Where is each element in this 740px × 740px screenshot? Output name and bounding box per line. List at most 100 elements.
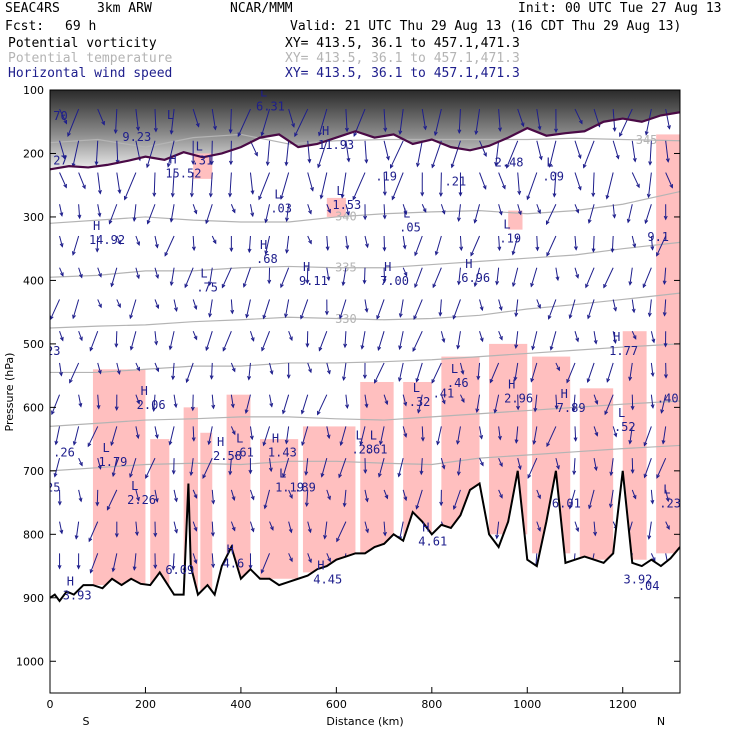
extremum-marker: L	[618, 406, 625, 420]
wind-vector	[211, 521, 214, 536]
wind-arrowhead	[230, 309, 235, 315]
wind-vector	[237, 108, 251, 137]
extremum-value: .27	[46, 154, 68, 168]
wind-arrowhead	[434, 251, 439, 256]
wind-vector	[421, 108, 427, 130]
wind-vector	[631, 299, 635, 313]
field-xy-pv: XY= 413.5, 36.1 to 457.1,471.3	[285, 36, 520, 51]
wind-arrowhead	[545, 220, 550, 226]
theta-contour	[50, 400, 680, 428]
wind-vector	[479, 172, 487, 190]
wind-vector	[457, 331, 461, 349]
wind-arrowhead	[648, 161, 653, 166]
wind-arrowhead	[264, 218, 269, 224]
wind-arrowhead	[301, 441, 305, 447]
wind-arrowhead	[174, 529, 178, 534]
wind-vector	[345, 140, 350, 162]
wind-vector	[631, 489, 637, 499]
wind-vector	[288, 521, 292, 533]
wind-arrowhead	[497, 246, 502, 252]
wind-vector	[656, 235, 667, 256]
extremum-value: 3.93	[63, 588, 92, 602]
wind-vector	[629, 267, 633, 285]
wind-vector	[269, 458, 272, 472]
wind-arrowhead	[146, 163, 150, 169]
extremum-marker: H	[303, 260, 310, 274]
wind-arrowhead	[340, 194, 345, 199]
wind-vector	[402, 204, 407, 215]
wind-arrowhead	[323, 534, 328, 540]
wind-arrowhead	[258, 195, 262, 201]
wind-arrowhead	[364, 497, 369, 503]
wind-vector	[498, 331, 503, 340]
wind-arrowhead	[398, 130, 403, 135]
wind-vector	[249, 489, 255, 500]
y-tick-label: 500	[23, 338, 44, 351]
wind-vector	[230, 109, 232, 133]
wind-arrowhead	[533, 407, 538, 413]
wind-vector	[399, 521, 404, 540]
wind-arrowhead	[527, 474, 532, 479]
wind-arrowhead	[554, 405, 559, 410]
wind-arrowhead	[587, 314, 591, 320]
wind-vector	[479, 331, 484, 342]
wind-arrowhead	[95, 501, 100, 507]
wind-arrowhead	[184, 283, 189, 289]
wind-arrowhead	[377, 346, 382, 352]
extremum-marker: L	[413, 381, 420, 395]
wind-arrowhead	[208, 281, 212, 287]
wind-arrowhead	[326, 434, 331, 440]
wind-vector	[574, 331, 579, 342]
wind-arrowhead	[457, 280, 461, 286]
wind-arrowhead	[76, 565, 81, 570]
wind-arrowhead	[575, 527, 580, 533]
wind-arrowhead	[663, 342, 668, 348]
wind-vector	[420, 458, 423, 475]
wind-vector	[364, 140, 368, 163]
extremum-value: 2.48	[495, 156, 524, 170]
wind-vector	[379, 426, 385, 445]
wind-vector	[588, 204, 595, 223]
terrain-line	[50, 470, 680, 603]
wind-arrowhead	[191, 246, 196, 252]
stratosphere-pv-shading	[50, 90, 680, 170]
wind-arrowhead	[53, 472, 58, 478]
wind-vector	[249, 331, 255, 341]
extremum-value: .28	[351, 442, 373, 456]
pv-shade-column	[302, 426, 356, 573]
wind-arrowhead	[59, 371, 63, 377]
x-tick-label: 800	[421, 698, 442, 711]
wind-arrowhead	[117, 240, 121, 245]
wind-vector	[294, 108, 309, 137]
wind-vector	[209, 267, 213, 286]
wind-arrowhead	[166, 163, 171, 168]
wind-arrowhead	[419, 470, 424, 476]
wind-arrowhead	[154, 434, 159, 440]
extremum-value: 4.45	[313, 573, 342, 587]
wind-vector	[412, 330, 423, 352]
wind-vector	[250, 140, 258, 156]
wind-vector	[59, 172, 67, 188]
wind-vector	[603, 267, 614, 288]
wind-vector	[307, 204, 312, 214]
wind-arrowhead	[606, 378, 611, 383]
wind-arrowhead	[546, 442, 550, 448]
wind-arrowhead	[415, 505, 420, 510]
wind-vector	[133, 553, 137, 570]
wind-arrowhead	[591, 248, 596, 253]
wind-arrowhead	[211, 500, 216, 505]
north-endpoint-label: N	[657, 715, 665, 728]
wind-vector	[593, 521, 596, 536]
wind-arrowhead	[603, 283, 607, 289]
wind-arrowhead	[155, 274, 160, 280]
extremum-marker: H	[613, 330, 620, 344]
wind-vector	[456, 426, 461, 444]
wind-arrowhead	[650, 499, 655, 505]
wind-vector	[59, 108, 67, 124]
extremum-marker: H	[169, 152, 176, 166]
wind-vector	[459, 235, 462, 250]
wind-arrowhead	[431, 379, 436, 384]
wind-vector	[498, 299, 502, 311]
wind-arrowhead	[327, 495, 331, 501]
wind-arrowhead	[663, 215, 668, 221]
